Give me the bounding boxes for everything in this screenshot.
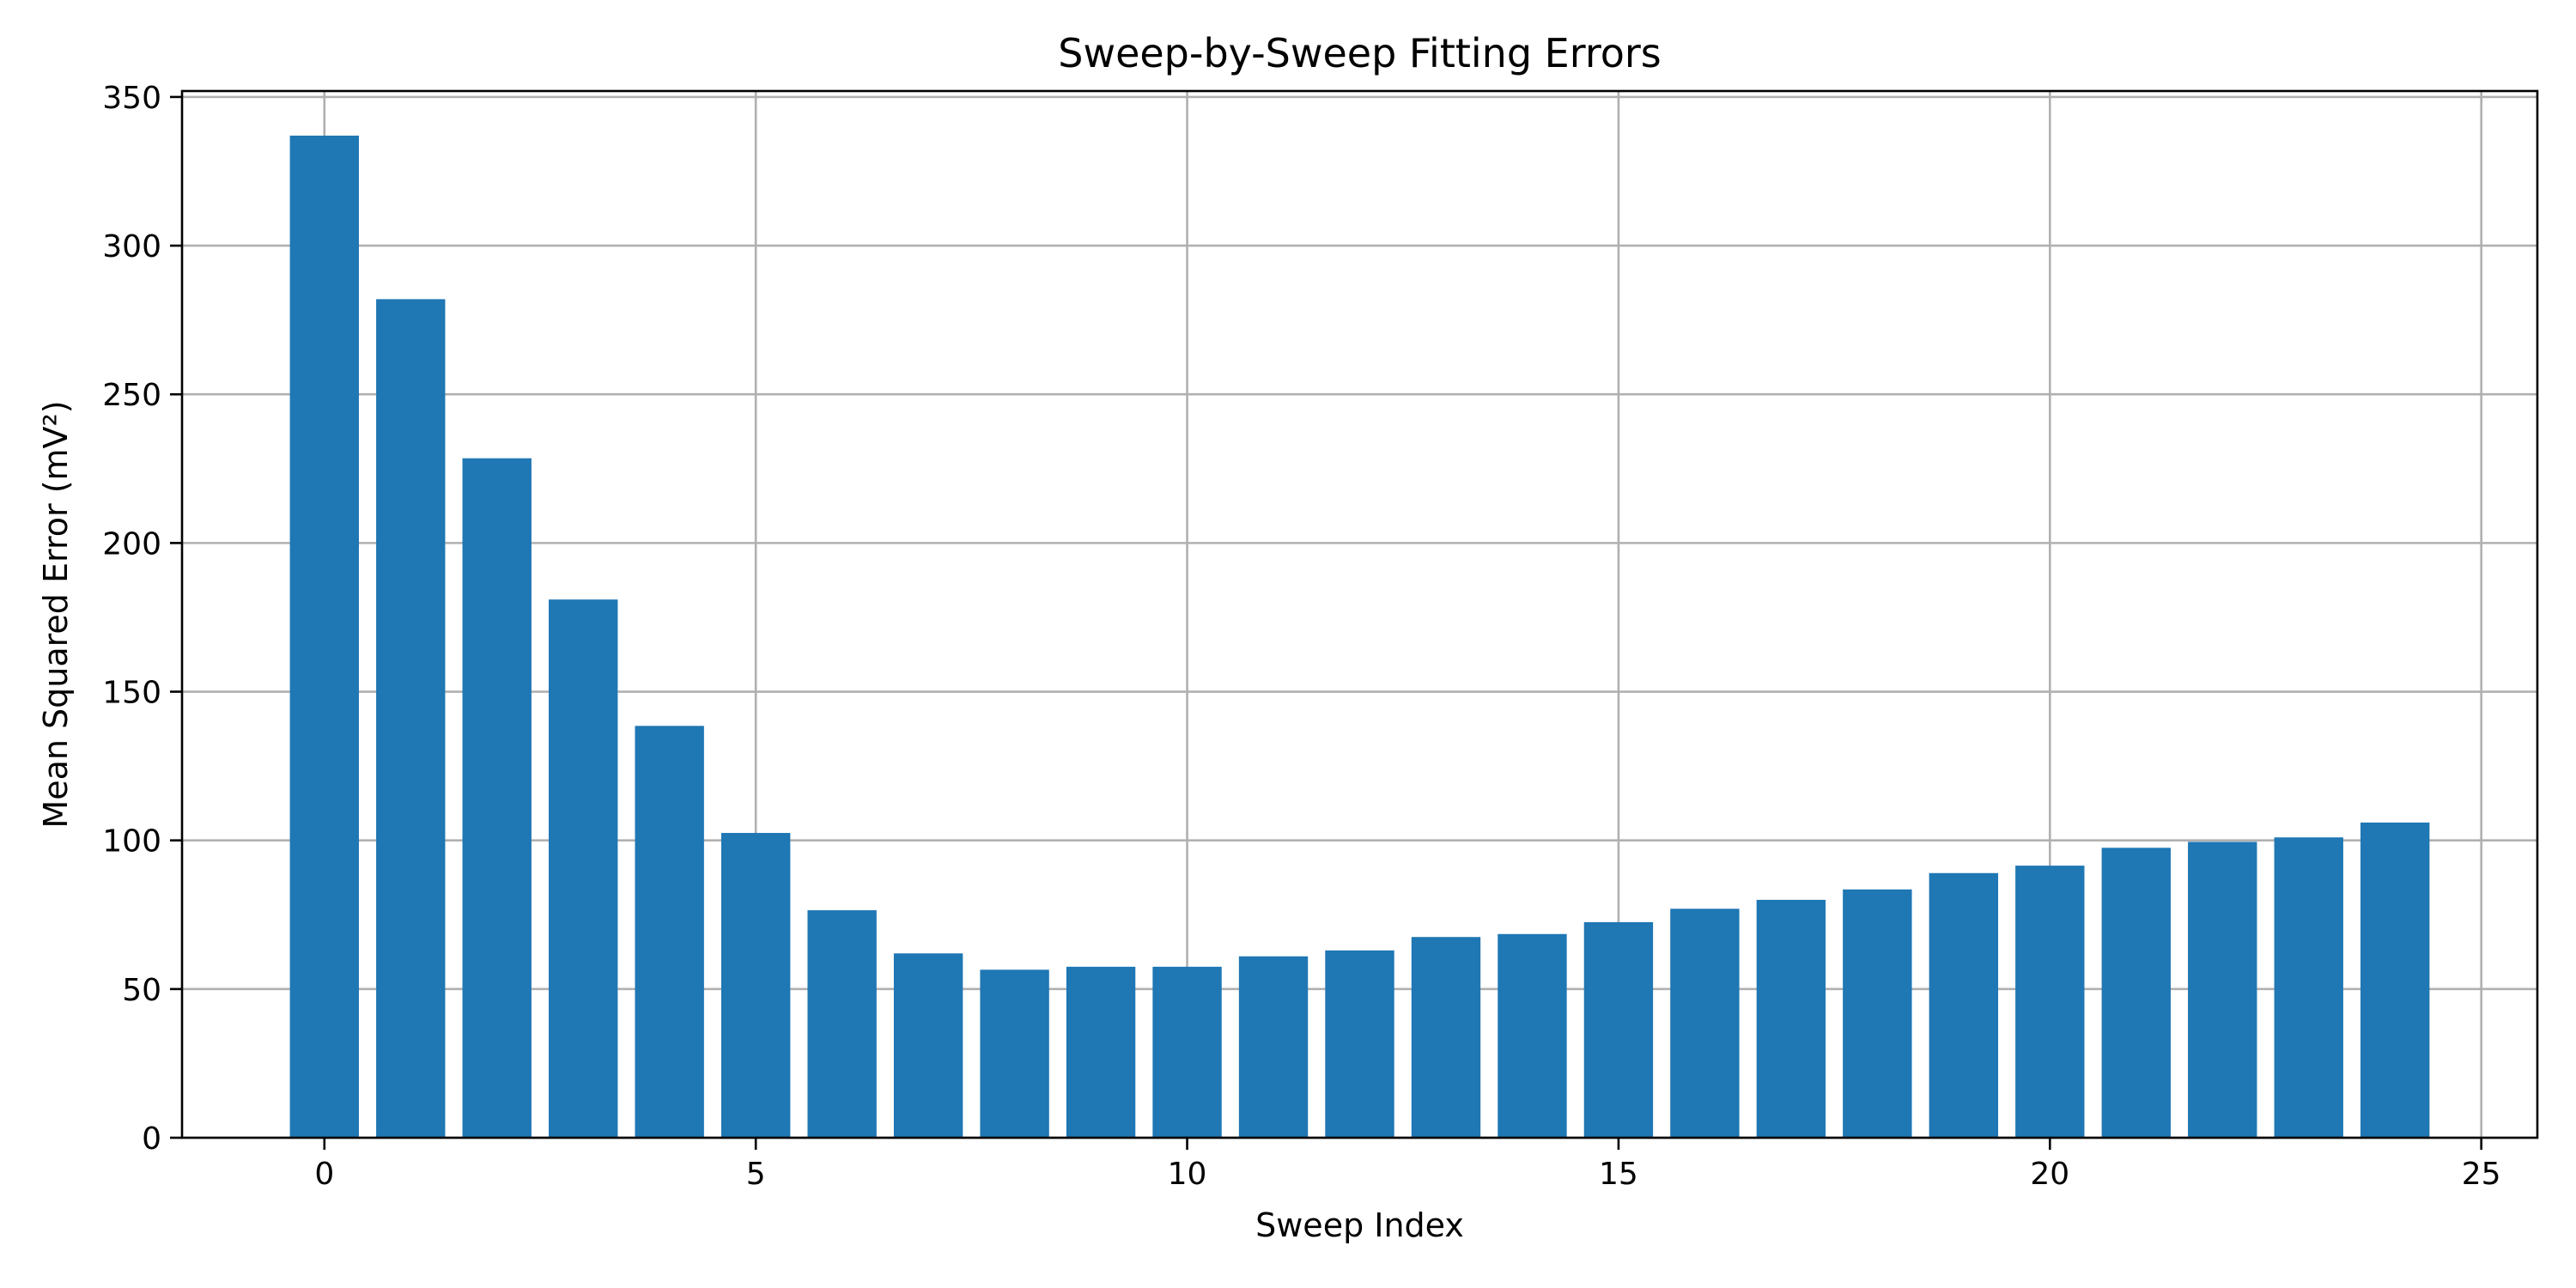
- bar-sweep-23: [2274, 837, 2343, 1138]
- x-tick-label: 25: [2462, 1157, 2501, 1192]
- y-tick-label: 100: [102, 824, 161, 860]
- y-tick-label: 200: [102, 526, 161, 562]
- bar-sweep-12: [1325, 950, 1394, 1138]
- plot-frame: [180, 89, 2539, 1139]
- bar-sweep-4: [635, 726, 704, 1138]
- bar-sweep-16: [1670, 908, 1740, 1138]
- bar-sweep-15: [1583, 921, 1654, 1138]
- bar-layer: [289, 135, 2430, 1138]
- bar-sweep-8: [980, 969, 1049, 1138]
- bar-sweep-9: [1066, 966, 1136, 1138]
- x-tick-label: 0: [314, 1157, 334, 1192]
- bar-sweep-3: [549, 599, 618, 1138]
- y-tick-label: 250: [102, 378, 161, 413]
- bar-sweep-17: [1756, 899, 1826, 1138]
- bar-sweep-6: [807, 910, 877, 1138]
- bar-sweep-13: [1411, 937, 1481, 1138]
- bar-sweep-22: [2188, 841, 2257, 1138]
- x-tick-label: 15: [1599, 1157, 1638, 1192]
- bar-sweep-18: [1843, 889, 1912, 1138]
- bar-sweep-19: [1929, 872, 1999, 1138]
- chart-title: Sweep-by-Sweep Fitting Errors: [1058, 30, 1662, 76]
- bar-sweep-24: [2360, 822, 2430, 1138]
- y-tick-label: 150: [102, 676, 161, 711]
- bar-sweep-11: [1238, 956, 1309, 1138]
- bar-sweep-20: [2015, 866, 2085, 1138]
- bar-sweep-14: [1498, 933, 1567, 1138]
- bar-sweep-21: [2101, 848, 2171, 1138]
- x-tick-label: 20: [2030, 1157, 2069, 1192]
- bar-sweep-5: [720, 833, 791, 1138]
- bar-sweep-0: [289, 135, 359, 1138]
- x-axis-label: Sweep Index: [1255, 1206, 1464, 1244]
- y-tick-label: 300: [102, 229, 161, 264]
- bar-sweep-7: [893, 953, 963, 1138]
- y-tick-label: 0: [142, 1121, 161, 1157]
- bar-sweep-2: [462, 458, 532, 1138]
- y-axis-label: Mean Squared Error (mV²): [37, 400, 75, 828]
- y-tick-label: 50: [122, 973, 161, 1008]
- x-tick-label: 5: [746, 1157, 766, 1192]
- bar-sweep-10: [1152, 966, 1222, 1138]
- x-tick-label: 10: [1168, 1157, 1207, 1192]
- y-tick-label: 350: [102, 81, 161, 116]
- bar-sweep-1: [376, 299, 446, 1138]
